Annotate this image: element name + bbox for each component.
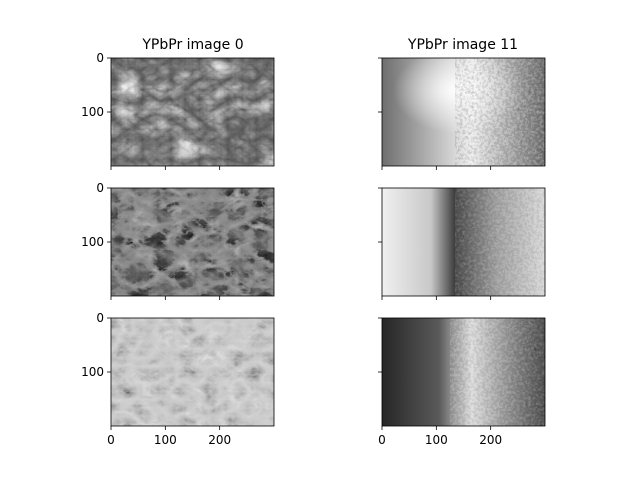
subplot-5: 0 100 200 (378, 317, 546, 447)
y-tick-label-0: 0 (96, 181, 104, 195)
y-tick-label-1: 100 (81, 365, 104, 379)
x-tick-label-2: 200 (479, 433, 502, 447)
subplot-4: 0 100 200 0 100 (81, 311, 275, 447)
y-tick-label-1: 100 (81, 235, 104, 249)
image-pr-channel-11 (382, 318, 545, 426)
x-tick-label-1: 100 (154, 433, 177, 447)
subplot-3 (378, 187, 546, 300)
subplot-0: YPbPr image 0 0 100 (81, 37, 275, 170)
subplot-0-title: YPbPr image 0 (141, 37, 243, 53)
image-pr-channel-0 (111, 318, 274, 426)
subplot-2: 0 100 (81, 181, 275, 300)
x-tick-label-2: 200 (208, 433, 231, 447)
subplot-1-title: YPbPr image 11 (407, 37, 518, 53)
y-tick-label-0: 0 (96, 311, 104, 325)
image-pb-channel-11 (382, 188, 545, 296)
x-tick-label-0: 0 (378, 433, 386, 447)
image-pb-channel-0 (111, 188, 274, 296)
y-tick-label-0: 0 (96, 51, 104, 65)
x-tick-label-0: 0 (107, 433, 115, 447)
x-tick-label-1: 100 (425, 433, 448, 447)
image-y-channel-0 (111, 58, 274, 166)
image-y-channel-11 (382, 58, 545, 166)
y-tick-label-1: 100 (81, 105, 104, 119)
subplot-1: YPbPr image 11 (378, 37, 546, 170)
